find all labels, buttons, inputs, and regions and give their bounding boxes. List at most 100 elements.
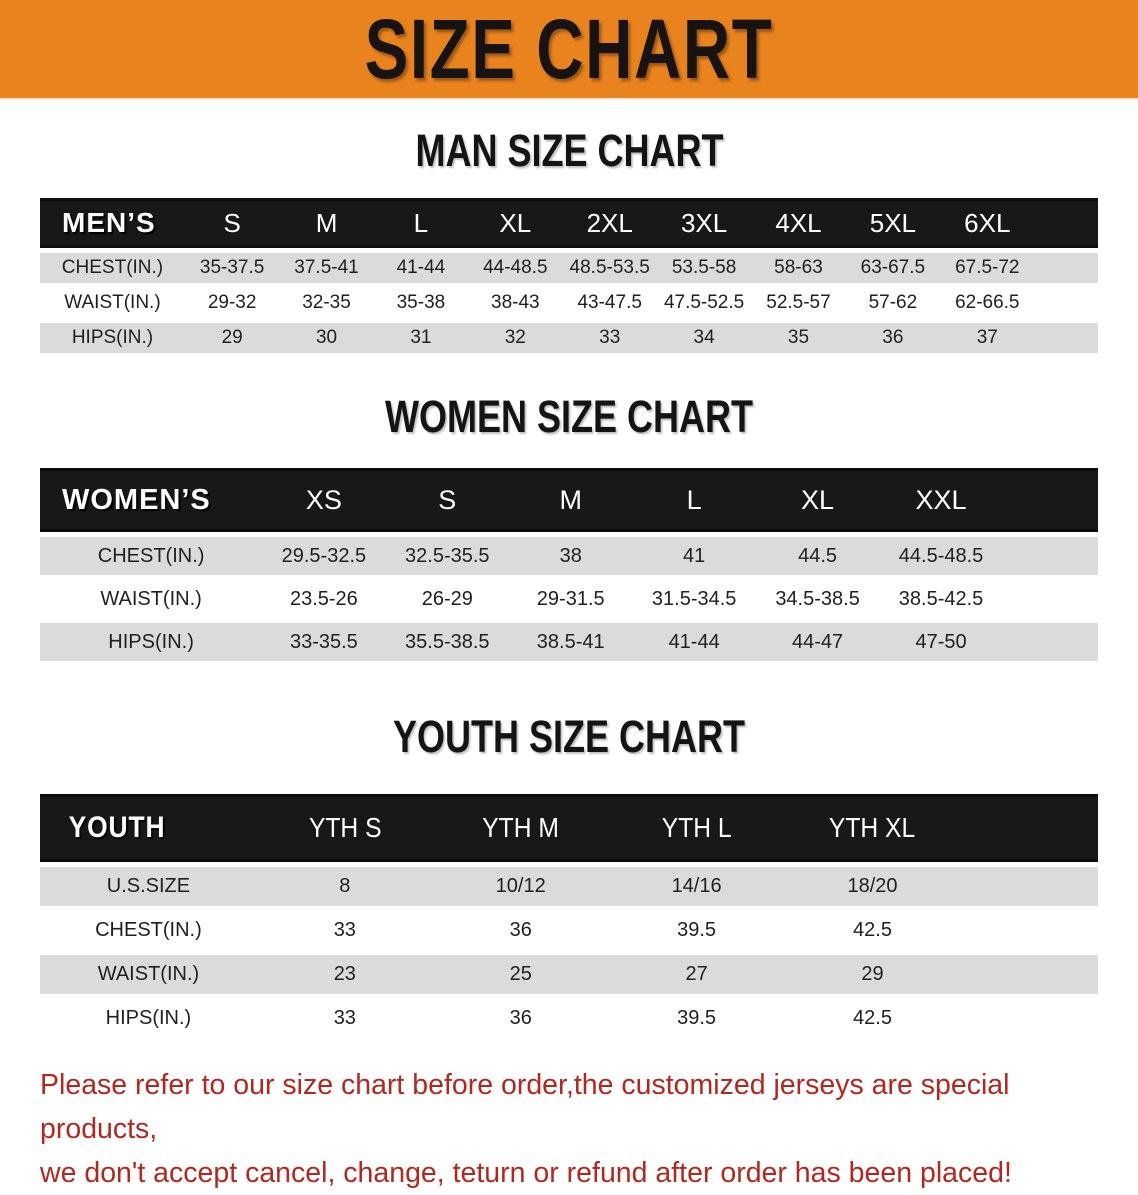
women-section-title: WOMEN SIZE CHART [0, 394, 1138, 448]
corner-label: WOMEN’S [62, 483, 211, 516]
value-cell: 62-66.5 [940, 288, 1035, 318]
corner-cell: MEN’S [40, 198, 185, 248]
table-header-row: WOMEN’S XS S M L XL XXL [40, 468, 1098, 532]
table-row: HIPS(IN.) 33-35.5 35.5-38.5 38.5-41 41-44 44-… [40, 623, 1098, 661]
value-cell: 34.5-38.5 [755, 580, 880, 618]
table-row: WAIST(IN.) 23 25 27 29 [40, 955, 1098, 994]
row-label-cell: WAIST(IN.) [40, 955, 257, 994]
value-cell: 38 [509, 537, 633, 575]
size-label: XL [801, 484, 835, 515]
value-cell: 36 [432, 911, 609, 950]
row-label-cell: CHEST(IN.) [40, 537, 263, 575]
spacer-cell [960, 911, 1098, 950]
value-cell: 36 [432, 999, 609, 1038]
value-cell: 23 [256, 955, 433, 994]
table-row: CHEST(IN.) 33 36 39.5 42.5 [40, 911, 1098, 950]
value-cell: 35-38 [373, 288, 469, 318]
value-cell: 37 [940, 323, 1035, 353]
spacer-cell [960, 794, 1098, 862]
value-cell: 30 [279, 323, 374, 353]
spacer-cell [960, 955, 1098, 994]
size-header-cell: XL [468, 198, 563, 248]
size-label: S [223, 207, 241, 238]
value-cell: 29-32 [184, 288, 280, 318]
size-chart-banner: SIZE CHART [0, 0, 1138, 100]
size-label: YTH S [308, 812, 382, 843]
value-cell: 29-31.5 [509, 580, 633, 618]
size-header-cell: YTH M [432, 794, 609, 862]
size-header-cell: 5XL [845, 198, 941, 248]
value-cell: 44.5 [755, 537, 880, 575]
value-cell: 29 [184, 323, 280, 353]
value-cell: 67.5-72 [940, 253, 1035, 283]
value-cell: 44-47 [755, 623, 880, 661]
man-section-title: MAN SIZE CHART [0, 128, 1138, 182]
size-header-cell: S [385, 468, 510, 532]
value-cell: 47.5-52.5 [656, 288, 752, 318]
row-label-cell: WAIST(IN.) [40, 580, 263, 618]
value-cell: 47-50 [879, 623, 1003, 661]
value-cell: 33-35.5 [262, 623, 386, 661]
size-label: 5XL [869, 207, 916, 238]
value-cell: 35.5-38.5 [385, 623, 510, 661]
row-label-cell: HIPS(IN.) [40, 999, 257, 1038]
size-label: 2XL [586, 207, 633, 238]
value-cell: 33 [256, 999, 433, 1038]
value-cell: 52.5-57 [751, 288, 846, 318]
size-label: L [686, 484, 702, 515]
value-cell: 43-47.5 [562, 288, 657, 318]
size-header-cell: L [632, 468, 756, 532]
value-cell: 29.5-32.5 [262, 537, 386, 575]
size-header-cell: S [184, 198, 280, 248]
corner-label: MEN’S [62, 207, 156, 238]
spacer-cell [960, 999, 1098, 1038]
value-cell: 32 [468, 323, 563, 353]
size-label: L [413, 207, 429, 238]
size-label: XS [305, 484, 342, 515]
size-label: YTH M [482, 812, 560, 843]
corner-label: YOUTH [68, 811, 166, 844]
spacer-cell [1002, 580, 1098, 618]
row-label-cell: HIPS(IN.) [40, 623, 263, 661]
row-label-cell: CHEST(IN.) [40, 911, 257, 950]
youth-section-title: YOUTH SIZE CHART [0, 714, 1138, 768]
size-label: M [315, 207, 338, 238]
disclaimer-line-2: we don't accept cancel, change, teturn o… [40, 1157, 1012, 1189]
value-cell: 18/20 [784, 867, 961, 906]
table-row: HIPS(IN.) 29 30 31 32 33 34 35 36 37 [40, 323, 1098, 353]
row-label-cell: CHEST(IN.) [40, 253, 185, 283]
value-cell: 35-37.5 [184, 253, 280, 283]
size-label: 3XL [680, 207, 728, 238]
value-cell: 25 [432, 955, 609, 994]
women-section-title-text: WOMEN SIZE CHART [384, 391, 753, 442]
corner-cell: YOUTH [40, 794, 257, 862]
value-cell: 38.5-41 [509, 623, 633, 661]
value-cell: 41-44 [373, 253, 469, 283]
size-header-cell: 3XL [656, 198, 752, 248]
value-cell: 23.5-26 [262, 580, 386, 618]
size-header-cell: M [509, 468, 633, 532]
size-header-cell: M [279, 198, 374, 248]
table-row: U.S.SIZE 8 10/12 14/16 18/20 [40, 867, 1098, 906]
value-cell: 32-35 [279, 288, 374, 318]
value-cell: 8 [256, 867, 433, 906]
value-cell: 33 [256, 911, 433, 950]
value-cell: 48.5-53.5 [562, 253, 657, 283]
size-header-cell: XL [755, 468, 880, 532]
value-cell: 29 [784, 955, 961, 994]
value-cell: 39.5 [608, 999, 785, 1038]
size-label: XL [499, 207, 532, 238]
value-cell: 34 [656, 323, 752, 353]
size-header-cell: YTH S [256, 794, 433, 862]
size-label: YTH L [661, 812, 732, 843]
row-label-cell: WAIST(IN.) [40, 288, 185, 318]
row-label-cell: U.S.SIZE [40, 867, 257, 906]
banner-title: SIZE CHART [364, 2, 774, 96]
spacer-cell [1002, 623, 1098, 661]
table-row: CHEST(IN.) 29.5-32.5 32.5-35.5 38 41 44.5 44.5… [40, 537, 1098, 575]
table-header-row: YOUTH YTH S YTH M YTH L YTH XL [40, 794, 1098, 862]
table-row: HIPS(IN.) 33 36 39.5 42.5 [40, 999, 1098, 1038]
size-label: S [438, 484, 457, 515]
value-cell: 37.5-41 [279, 253, 374, 283]
spacer-cell [1034, 253, 1098, 283]
